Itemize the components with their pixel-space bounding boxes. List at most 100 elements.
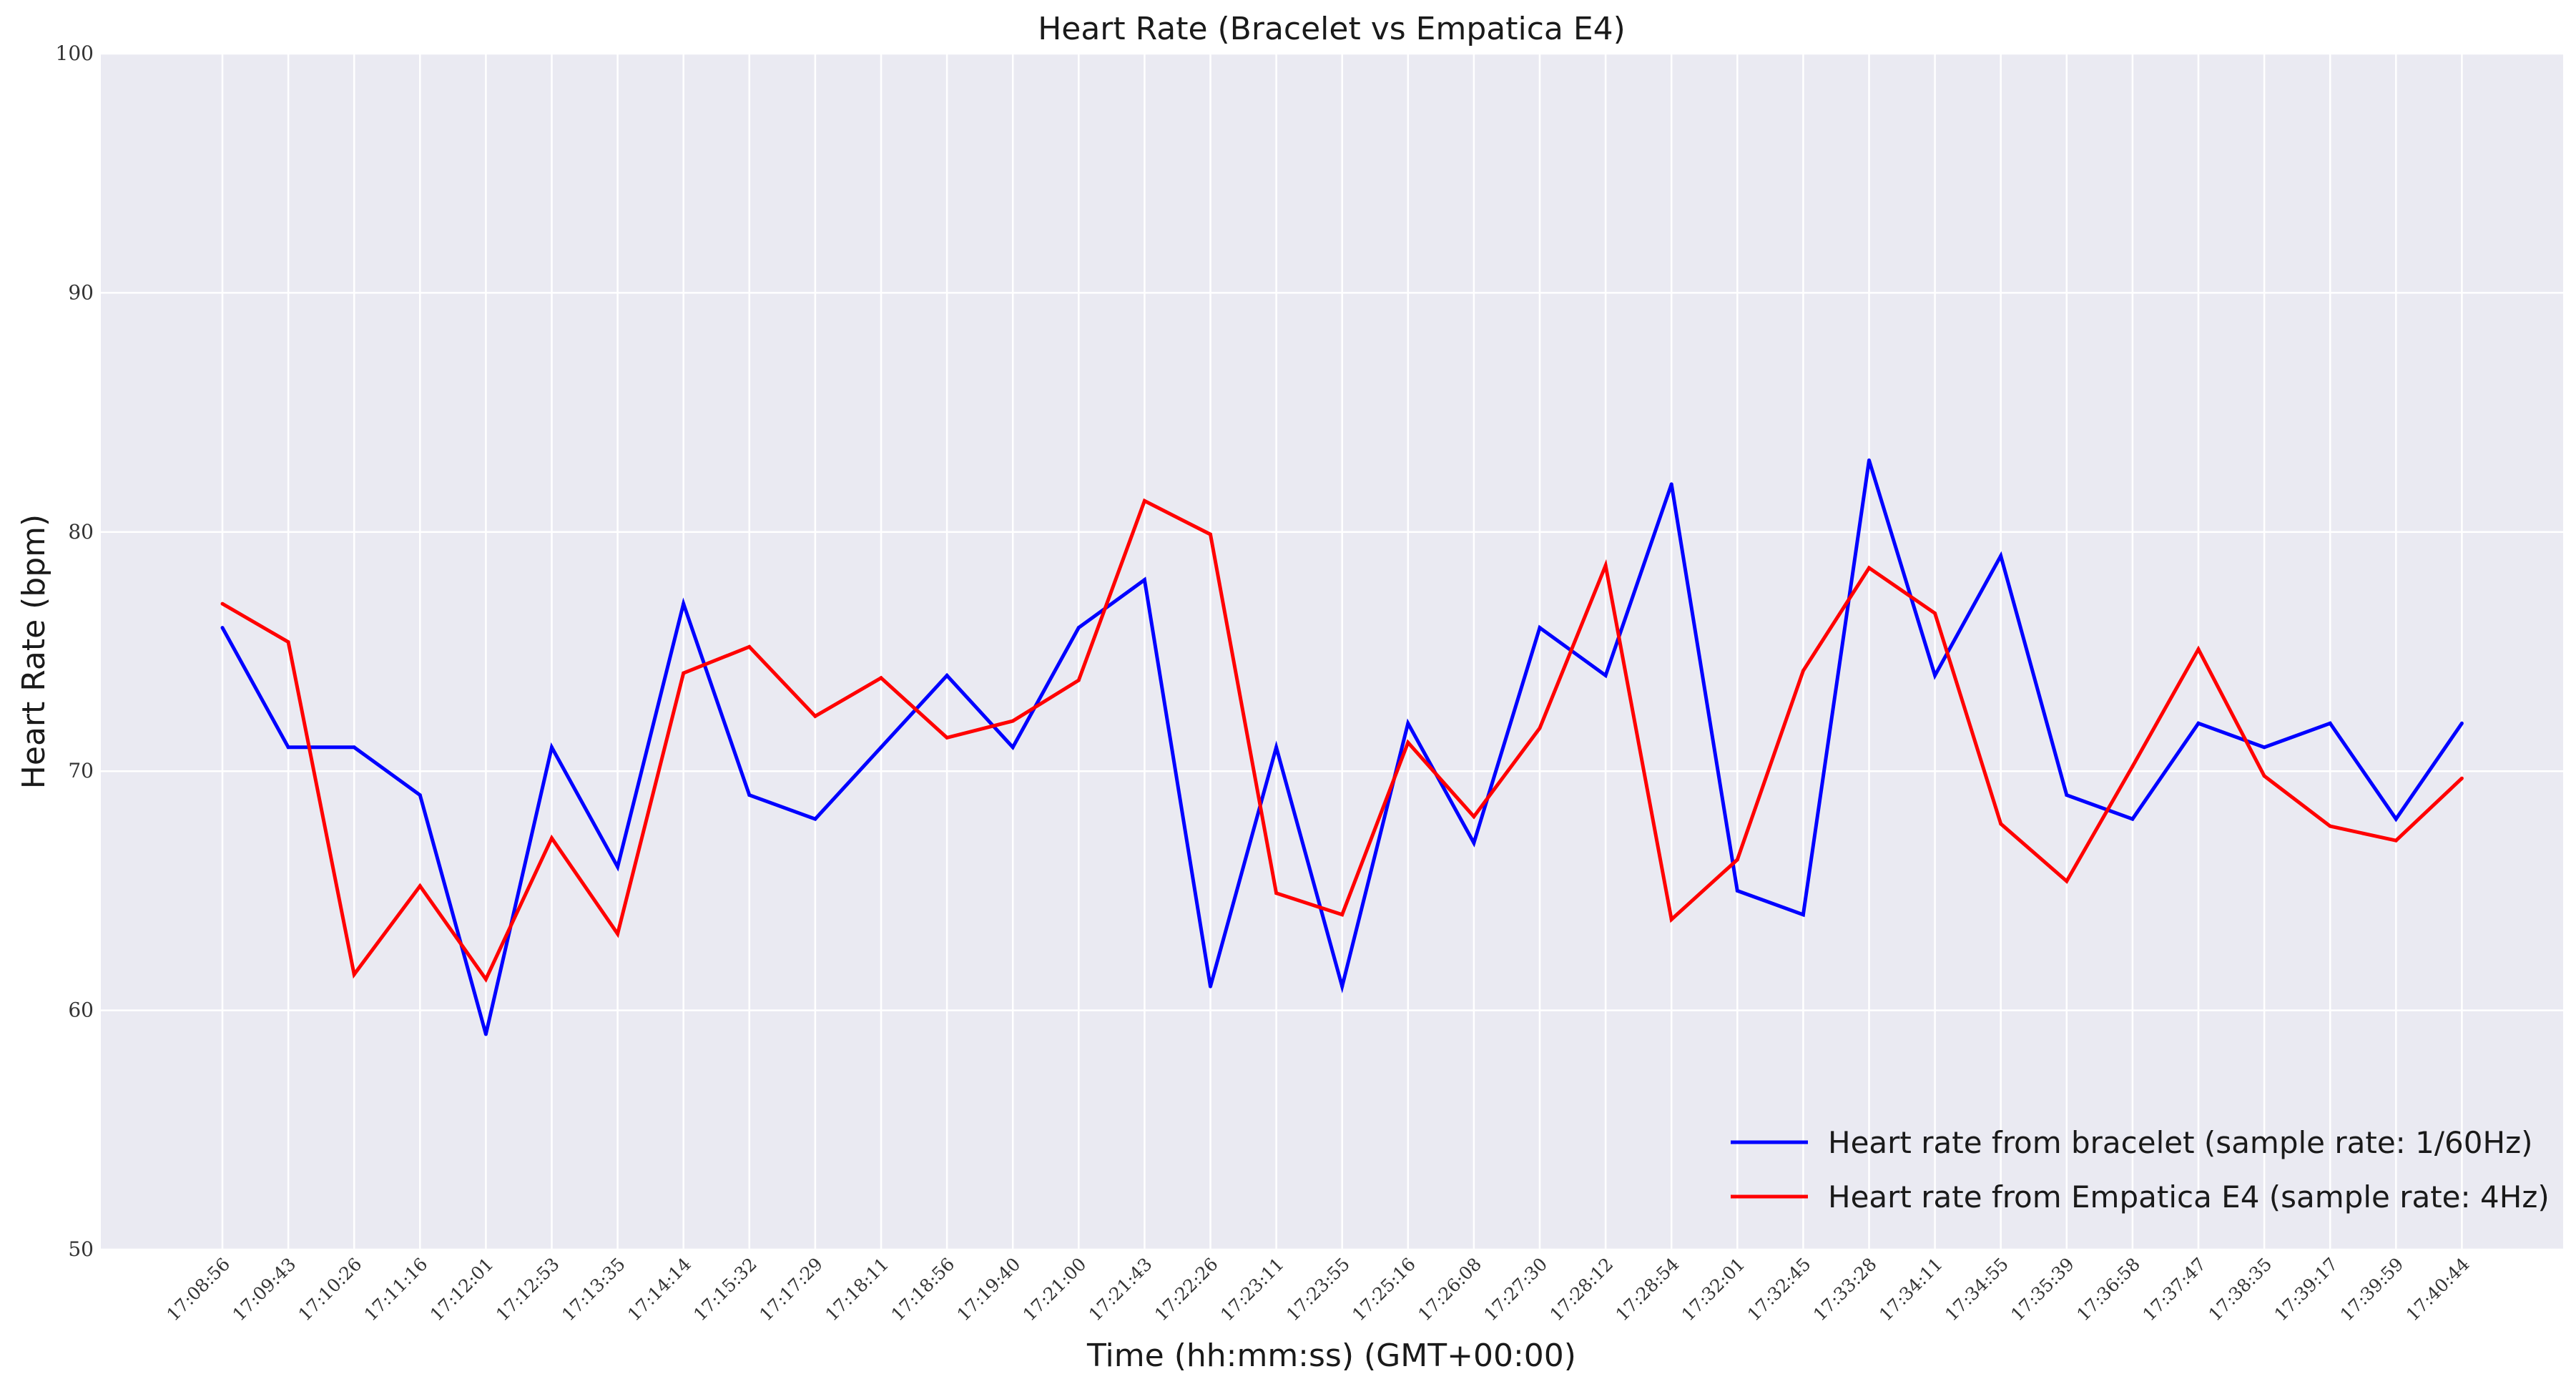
legend-label-bracelet: Heart rate from bracelet (sample rate: 1… (1828, 1125, 2533, 1160)
x-tick-label: 17:18:56 (887, 1254, 958, 1325)
data-point-bracelet (682, 602, 686, 606)
data-point-empatica (1538, 726, 1542, 730)
x-tick-label: 17:08:56 (162, 1254, 234, 1325)
x-tick-label: 17:13:35 (558, 1254, 629, 1325)
data-point-bracelet (1603, 673, 1608, 677)
data-point-empatica (2262, 774, 2266, 778)
data-point-bracelet (1472, 841, 1476, 845)
series (220, 458, 2464, 1036)
x-tick-label: 17:25:16 (1348, 1254, 1420, 1325)
y-tick-label: 90 (68, 280, 94, 304)
data-point-empatica (2196, 647, 2201, 652)
x-tick-label: 17:26:08 (1414, 1254, 1485, 1325)
data-point-bracelet (1142, 578, 1146, 582)
data-point-empatica (1472, 815, 1476, 819)
data-point-bracelet (418, 793, 422, 797)
x-tick-label: 17:32:01 (1678, 1254, 1749, 1325)
x-tick-label: 17:17:29 (755, 1254, 827, 1325)
y-axis-label: Heart Rate (bpm) (16, 514, 52, 789)
data-point-empatica (1076, 678, 1081, 682)
x-tick-label: 17:40:44 (2402, 1254, 2474, 1325)
y-tick-label: 80 (68, 520, 94, 544)
x-tick-label: 17:32:45 (1744, 1254, 1815, 1325)
data-point-empatica (1142, 499, 1146, 503)
x-tick-label: 17:18:11 (821, 1254, 893, 1325)
data-point-empatica (1669, 918, 1673, 921)
data-point-bracelet (945, 673, 949, 677)
x-tick-label: 17:12:01 (426, 1254, 498, 1325)
data-point-empatica (2394, 838, 2398, 843)
x-tick-label: 17:12:53 (492, 1254, 564, 1325)
x-tick-label: 17:09:43 (228, 1254, 300, 1325)
legend: Heart rate from bracelet (sample rate: 1… (1731, 1125, 2550, 1214)
x-tick-label: 17:23:55 (1282, 1254, 1354, 1325)
data-point-bracelet (2394, 817, 2398, 821)
data-point-empatica (945, 735, 949, 740)
data-point-empatica (550, 836, 554, 840)
data-point-empatica (1801, 669, 1805, 673)
x-tick-label: 17:36:58 (2073, 1254, 2144, 1325)
x-tick-label: 17:19:40 (953, 1254, 1025, 1325)
data-point-empatica (747, 644, 752, 649)
data-point-bracelet (1933, 673, 1937, 677)
x-tick-label: 17:39:59 (2336, 1254, 2408, 1325)
data-point-bracelet (2328, 721, 2332, 725)
data-point-empatica (1867, 566, 1871, 570)
data-point-bracelet (1406, 721, 1410, 725)
data-point-bracelet (1274, 745, 1279, 750)
data-point-empatica (1603, 564, 1608, 568)
data-point-bracelet (1669, 482, 1673, 486)
data-point-empatica (1340, 913, 1344, 917)
y-tick-label: 60 (68, 998, 94, 1022)
data-point-empatica (616, 932, 620, 936)
data-point-empatica (1735, 858, 1739, 862)
x-tick-label: 17:37:47 (2138, 1254, 2210, 1325)
x-tick-label: 17:21:00 (1019, 1254, 1091, 1325)
data-point-bracelet (1999, 554, 2003, 558)
data-point-bracelet (2130, 817, 2135, 821)
data-point-empatica (1933, 612, 1937, 615)
data-point-bracelet (2262, 745, 2266, 750)
data-point-empatica (1011, 719, 1015, 723)
data-point-empatica (1274, 891, 1279, 895)
chart-title: Heart Rate (Bracelet vs Empatica E4) (1038, 11, 1626, 47)
x-tick-label: 17:34:55 (1941, 1254, 2012, 1325)
x-tick-label: 17:28:54 (1612, 1254, 1683, 1325)
y-tick-labels: 50 60 70 80 90 100 (56, 41, 94, 1261)
x-tick-label: 17:33:28 (1809, 1254, 1881, 1325)
data-point-bracelet (1076, 626, 1081, 630)
data-point-bracelet (1867, 458, 1871, 462)
data-point-bracelet (616, 865, 620, 869)
data-point-bracelet (879, 745, 883, 750)
x-tick-label: 17:23:11 (1216, 1254, 1288, 1325)
data-point-bracelet (1340, 984, 1344, 988)
data-point-bracelet (1801, 913, 1805, 917)
data-point-bracelet (483, 1032, 488, 1036)
y-tick-label: 70 (68, 759, 94, 782)
x-tick-label: 17:38:35 (2204, 1254, 2276, 1325)
data-point-bracelet (747, 793, 752, 797)
x-tick-label: 17:39:17 (2271, 1254, 2342, 1325)
data-point-empatica (879, 676, 883, 680)
data-point-empatica (1999, 822, 2003, 826)
x-tick-label: 17:10:26 (295, 1254, 366, 1325)
data-point-empatica (2459, 776, 2464, 780)
data-point-bracelet (813, 817, 817, 821)
x-tick-label: 17:28:12 (1545, 1254, 1617, 1325)
y-tick-label: 100 (56, 41, 94, 65)
data-point-empatica (2065, 879, 2069, 883)
legend-label-empatica: Heart rate from Empatica E4 (sample rate… (1828, 1179, 2550, 1214)
grid (101, 52, 2563, 1251)
x-axis-label: Time (hh:mm:ss) (GMT+00:00) (1086, 1338, 1576, 1374)
x-tick-labels: 17:08:5617:09:4317:10:2617:11:1617:12:01… (162, 1254, 2473, 1325)
y-tick-label: 50 (68, 1237, 94, 1261)
data-point-bracelet (286, 745, 290, 750)
data-point-empatica (352, 972, 356, 976)
plot-area (101, 54, 2563, 1250)
data-point-bracelet (352, 745, 356, 750)
data-point-empatica (483, 977, 488, 981)
data-point-bracelet (1011, 745, 1015, 750)
data-point-bracelet (2196, 721, 2201, 725)
data-point-bracelet (550, 745, 554, 750)
